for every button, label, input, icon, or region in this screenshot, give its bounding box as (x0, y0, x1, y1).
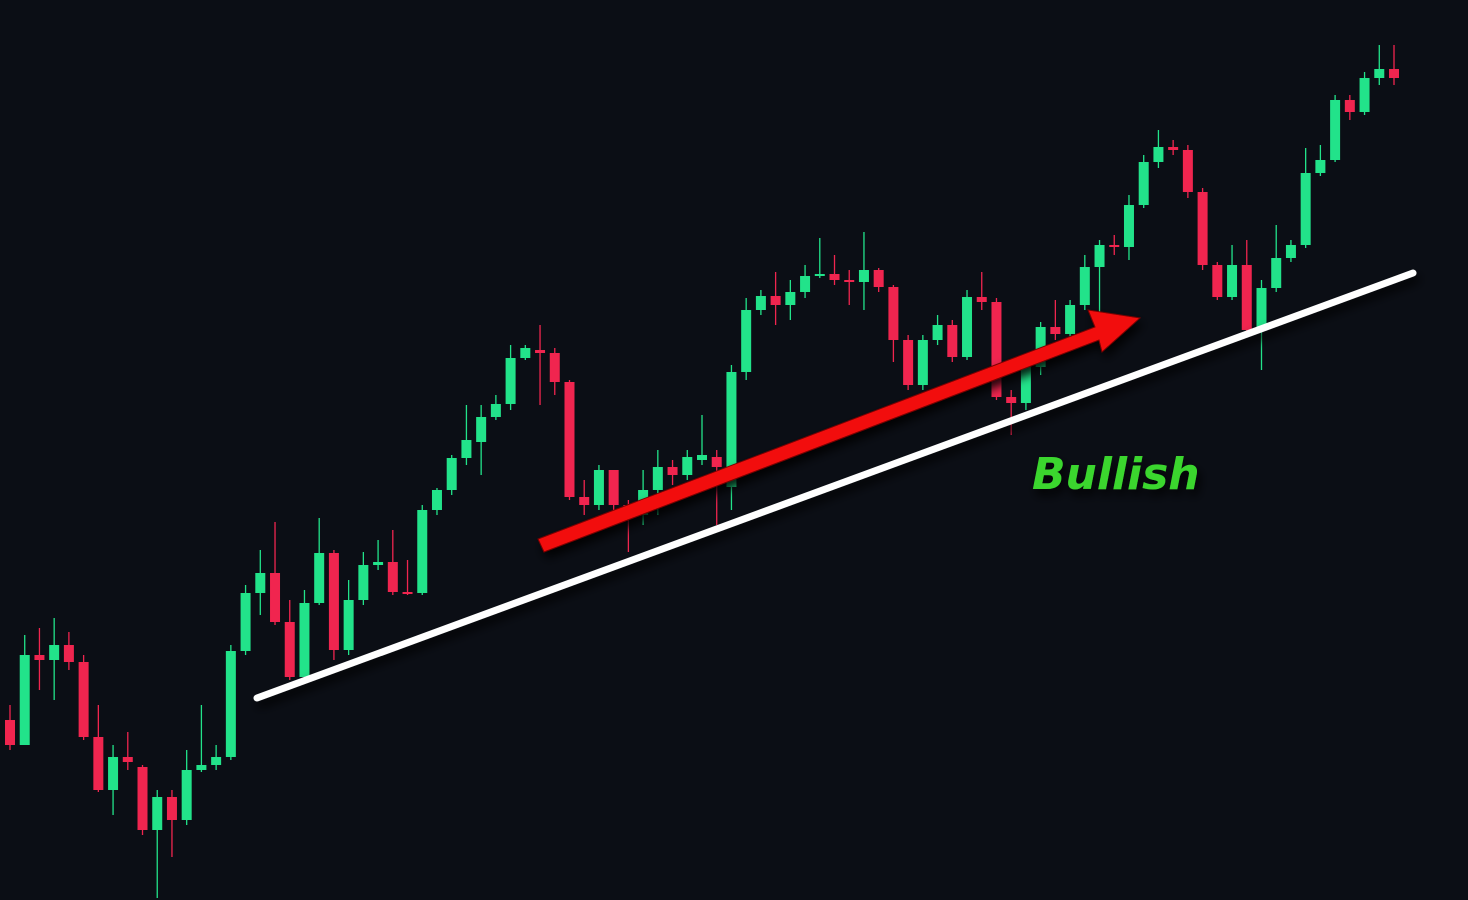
candle-body (1271, 258, 1282, 288)
candle-body (800, 276, 811, 292)
candle-body (63, 645, 74, 662)
candle-body (19, 655, 30, 745)
candle-body (903, 340, 914, 385)
candle-body (211, 757, 222, 765)
candle-body (1123, 205, 1134, 247)
candle-body (387, 562, 398, 592)
arrow-shape (537, 309, 1142, 553)
candle-body (1315, 160, 1326, 173)
candle-body (431, 490, 442, 510)
candle-body (373, 562, 384, 565)
candle-body (78, 662, 89, 737)
candle-body (814, 274, 825, 276)
candle-body (1212, 265, 1223, 297)
candle-body (1138, 162, 1149, 205)
candle-body (844, 280, 855, 282)
candle-body (726, 372, 737, 487)
candle-body (1359, 78, 1370, 112)
candle-body (593, 470, 604, 505)
candle-body (328, 553, 339, 650)
candle-body (564, 382, 575, 497)
candle-body (579, 497, 590, 505)
candle-body (270, 573, 281, 622)
candle-body (34, 655, 45, 660)
candle-body (1035, 327, 1046, 367)
candle-body (181, 770, 192, 820)
candle-body (1153, 147, 1164, 162)
candle-body (520, 348, 531, 358)
candle-body (1344, 100, 1355, 112)
candle-body (785, 292, 796, 305)
candle-body (1389, 69, 1399, 78)
candle-body (93, 737, 104, 790)
candle-body (917, 340, 928, 385)
candle-body (196, 765, 207, 770)
arrow (537, 309, 1142, 553)
candle-body (314, 553, 325, 603)
trend-line (253, 269, 1417, 702)
candle-body (402, 592, 413, 594)
candle-body (888, 287, 899, 340)
candle-body (711, 457, 722, 467)
candle-body (1006, 397, 1017, 403)
candle-body (1374, 69, 1385, 78)
candle-body (1065, 305, 1076, 334)
candle-body (166, 797, 177, 820)
candle-body (962, 297, 973, 357)
candle-body (770, 296, 781, 305)
candle-body (549, 353, 560, 382)
candle-body (1079, 267, 1090, 305)
candle-body (1094, 245, 1105, 267)
candle-body (1285, 245, 1296, 258)
candle-body (1227, 265, 1238, 297)
candle-body (1197, 192, 1208, 265)
candle-body (284, 622, 295, 677)
candle-body (1256, 288, 1267, 330)
candle-body (1300, 173, 1311, 245)
candle-body (137, 767, 148, 830)
annotation: Bullish (1032, 449, 1200, 500)
candle-body (240, 593, 251, 651)
candle-body (1109, 245, 1120, 247)
candle-body (697, 455, 707, 460)
candle-body (255, 573, 266, 593)
candle-body (667, 467, 678, 475)
candle-body (461, 440, 472, 458)
candle-body (225, 651, 236, 757)
candle-body (446, 458, 457, 490)
candle-body (608, 470, 619, 505)
candle-body (358, 565, 369, 600)
candle-body (1330, 100, 1341, 160)
candle-body (1241, 265, 1252, 330)
candle-body (976, 297, 987, 302)
candle-body (49, 645, 60, 660)
candle-body (5, 720, 15, 745)
candle-body (652, 467, 663, 490)
candle-body (1050, 327, 1061, 334)
candle-body (535, 350, 546, 353)
candle-body (947, 325, 958, 357)
candle-body (932, 325, 943, 340)
candle-body (1168, 147, 1179, 150)
candle-body (991, 302, 1002, 397)
candle-body (873, 270, 884, 287)
candle-body (417, 510, 428, 593)
candle-body (299, 603, 310, 677)
candle-body (122, 757, 133, 762)
candle-body (490, 404, 501, 417)
candle-body (755, 296, 766, 310)
candle-body (1182, 150, 1193, 192)
candle-body (152, 797, 163, 830)
candle-body (505, 358, 516, 404)
candle-body (108, 757, 119, 790)
candle-body (343, 600, 354, 650)
candle-body (741, 310, 752, 372)
candle-body (1020, 367, 1031, 403)
candle-body (829, 274, 840, 280)
candle-body (858, 270, 869, 282)
candle-body (682, 457, 693, 475)
candle-body (476, 417, 487, 442)
